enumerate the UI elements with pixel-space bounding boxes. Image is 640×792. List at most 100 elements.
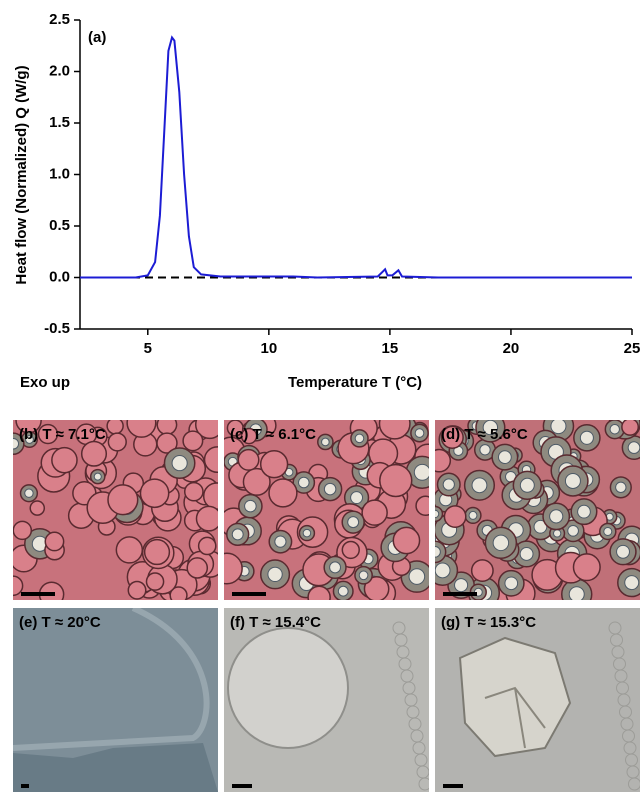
crystal-core (321, 437, 330, 447)
crystal-core (567, 524, 579, 537)
droplet (470, 559, 494, 583)
droplet (259, 449, 289, 479)
crystal-core (354, 433, 365, 444)
crystal-core (350, 491, 364, 505)
crystal-core (274, 535, 287, 548)
panel-label: (e) T ≈ 20°C (19, 614, 101, 631)
droplet (379, 463, 413, 498)
droplet (440, 425, 464, 449)
small-droplet (628, 777, 640, 791)
data-line (80, 35, 632, 279)
photo (13, 420, 218, 600)
crystal-region (13, 743, 218, 792)
droplet (156, 420, 178, 436)
droplet (13, 575, 24, 597)
y-tick-label: 0.0 (49, 268, 70, 285)
crystal-core (435, 562, 451, 579)
crystal-core (454, 578, 469, 593)
droplet (237, 448, 260, 471)
droplet (341, 540, 360, 560)
photo-panels: (b) T ≈ 7.1°C (c) T ≈ 6.1°C (d) T ≈ 5.6°C (… (13, 420, 640, 792)
crystal-core (13, 437, 20, 450)
x-tick-label: 20 (503, 340, 520, 357)
droplet (307, 585, 331, 600)
droplet (51, 446, 78, 474)
crystal-fold (484, 686, 546, 749)
y-axis-label: Heat flow (Normalized) Q (W/g) (13, 65, 30, 284)
crystal-core (627, 441, 640, 454)
crystal-core (25, 435, 34, 444)
crystal-core (171, 455, 188, 472)
droplet (415, 495, 429, 517)
droplet (183, 481, 204, 502)
x-tick-label: 5 (144, 340, 152, 357)
crystal-core (302, 528, 312, 538)
x-tick-label: 10 (260, 340, 277, 357)
panel-label: (c) T ≈ 6.1°C (230, 426, 316, 443)
droplet (107, 432, 127, 452)
scale-bar (443, 784, 463, 788)
panel-label: (b) T ≈ 7.1°C (19, 426, 106, 443)
droplet (186, 557, 209, 579)
crystal-core (615, 481, 627, 494)
droplet (143, 538, 171, 566)
droplet (29, 500, 46, 516)
droplet (572, 553, 601, 582)
crystal-core (323, 482, 337, 496)
crystal-core (337, 585, 349, 597)
photo (224, 608, 429, 792)
droplet (182, 430, 204, 452)
scale-bar (443, 592, 477, 596)
crystal-core (616, 544, 630, 559)
crystal-core (358, 570, 369, 581)
photo (224, 420, 429, 600)
droplet (169, 586, 188, 600)
crystal-core (435, 546, 441, 558)
droplet (268, 478, 298, 508)
panel-label: (d) T ≈ 5.6°C (441, 426, 528, 443)
droplet (115, 536, 144, 564)
crystal-core (504, 576, 519, 591)
droplet (240, 427, 258, 445)
droplet (443, 505, 467, 529)
scale-bar (21, 784, 29, 788)
droplet (621, 420, 640, 436)
crystal-core (482, 420, 499, 436)
crystal-core (468, 510, 478, 520)
droplet (126, 420, 157, 438)
x-tick-label: 25 (624, 340, 640, 357)
crystal-core (564, 472, 581, 489)
crystal-core (244, 499, 257, 513)
crystal-core (550, 420, 567, 435)
photo (13, 608, 218, 792)
droplet (156, 432, 178, 454)
crystal-core (552, 529, 562, 538)
crystal-core (498, 450, 512, 465)
y-tick-label: 1.0 (49, 165, 70, 182)
y-tick-label: 1.5 (49, 114, 70, 131)
droplet (107, 484, 139, 516)
crystal-core (492, 534, 510, 552)
y-tick-label: 2.0 (49, 62, 70, 79)
droplet (80, 440, 108, 467)
crystal-core (519, 547, 534, 561)
crystal-core (435, 509, 440, 519)
crystal (458, 636, 572, 758)
droplet-large (227, 627, 349, 749)
crystal-core (347, 516, 360, 529)
crystal-core (603, 526, 613, 536)
crystal-core (577, 504, 591, 519)
droplet (194, 420, 218, 440)
crystal-core (93, 472, 102, 481)
droplet (127, 580, 147, 600)
y-tick-label: 0.5 (49, 217, 70, 234)
panel-label: (a) (88, 29, 106, 46)
crystal-core (624, 575, 640, 591)
crystal-core (231, 528, 244, 541)
scale-bar (232, 784, 252, 788)
crystal-core (267, 566, 283, 583)
crystal-core (329, 561, 342, 574)
droplet (139, 478, 170, 509)
x-axis-label: Temperature T (°C) (288, 374, 422, 391)
